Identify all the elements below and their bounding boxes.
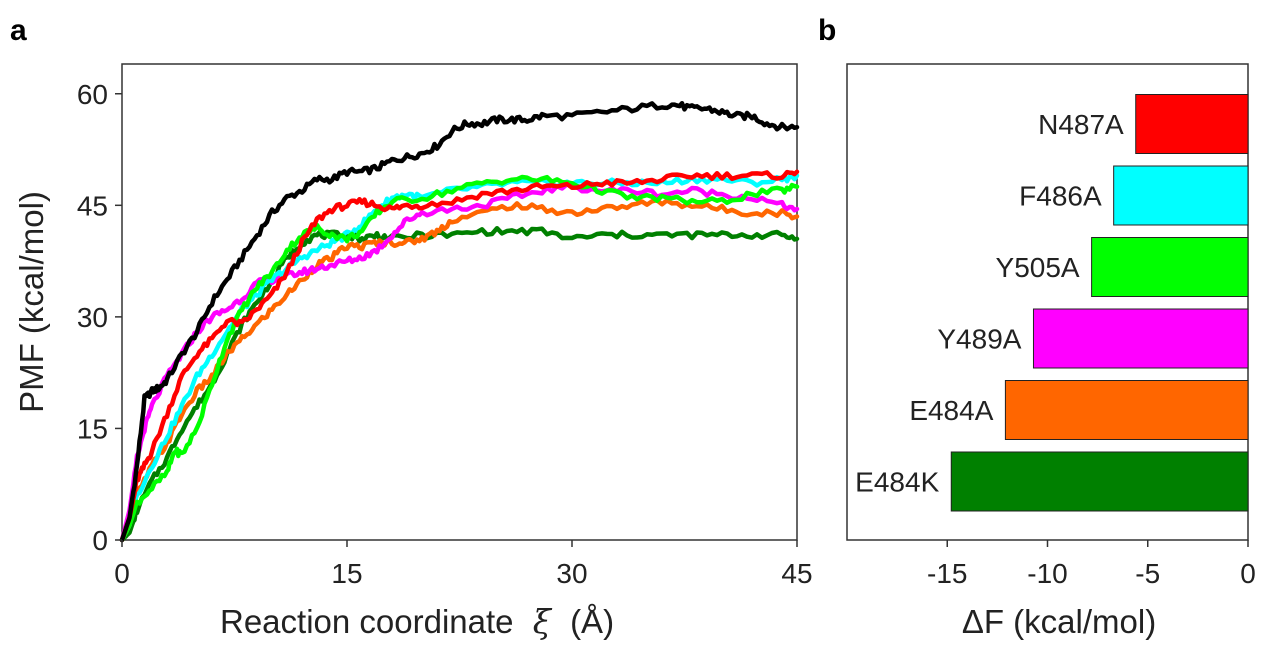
- xlabel-symbol: ξ: [533, 602, 553, 641]
- panel-b-bars: N487A F486A Y505A Y489A E484A E484K: [855, 94, 1249, 512]
- xlabel-text: Reaction coordinate: [220, 603, 514, 640]
- bar-label: E484K: [855, 467, 939, 498]
- x-tick-label: -15: [927, 558, 967, 589]
- bar-label: F486A: [1019, 181, 1102, 212]
- x-tick-label: 30: [556, 558, 587, 589]
- panel-b-xlabel: ΔF (kcal/mol): [962, 603, 1156, 640]
- panel-b-ticks: -15 -10 -5 0: [927, 540, 1256, 589]
- bar: [1091, 237, 1249, 297]
- bar: [1135, 94, 1249, 154]
- xlabel-unit: (Å): [570, 603, 614, 640]
- panel-b-label: b: [818, 14, 836, 47]
- bar: [1032, 308, 1249, 369]
- y-tick-label: 15: [77, 413, 108, 444]
- x-tick-label: 0: [1240, 558, 1256, 589]
- x-tick-label: 0: [114, 558, 130, 589]
- panel-a-lines: [119, 100, 800, 543]
- bar-label: E484A: [909, 395, 993, 426]
- x-tick-label: -10: [1027, 558, 1067, 589]
- panel-a-xlabel: Reaction coordinate ξ (Å): [220, 602, 614, 641]
- pmf-series-line: [119, 197, 800, 543]
- pmf-series-line: [119, 225, 800, 543]
- bar-label: Y489A: [937, 324, 1021, 355]
- bar-label: N487A: [1038, 109, 1124, 140]
- y-tick-label: 30: [77, 302, 108, 333]
- panel-a-frame: [121, 63, 798, 541]
- y-tick-label: 0: [92, 525, 108, 556]
- pmf-series-line: [119, 174, 800, 543]
- panel-a-ticks: 0 15 30 45 0 15 30 45 60: [77, 79, 813, 589]
- panel-a-label: a: [10, 14, 27, 47]
- bar: [1113, 165, 1249, 226]
- bar-label: Y505A: [996, 252, 1080, 283]
- pmf-series-line: [119, 100, 800, 543]
- bar: [950, 451, 1249, 512]
- x-tick-label: 45: [781, 558, 812, 589]
- panel-a-ylabel: PMF (kcal/mol): [13, 191, 50, 413]
- bar: [1004, 380, 1249, 440]
- pmf-series-line: [119, 169, 800, 543]
- x-tick-label: -5: [1135, 558, 1160, 589]
- x-tick-label: 15: [331, 558, 362, 589]
- y-tick-label: 45: [77, 190, 108, 221]
- y-tick-label: 60: [77, 79, 108, 110]
